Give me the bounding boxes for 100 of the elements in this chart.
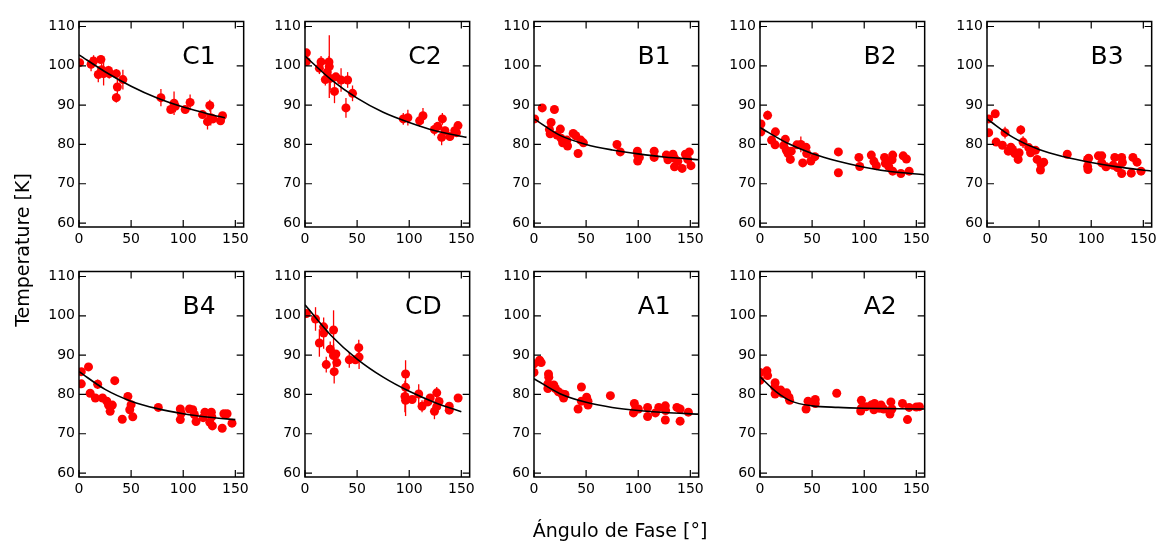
y-tick-label: 60 <box>512 213 530 230</box>
y-tick-label: 90 <box>512 345 530 362</box>
y-tick-label: 110 <box>503 17 530 34</box>
y-tick-label: 70 <box>512 174 530 191</box>
y-tick-label: 100 <box>729 56 756 73</box>
y-tick-label: 90 <box>57 345 75 362</box>
text: B1 <box>637 40 671 70</box>
x-axis-title: Ángulo de Fase [°] <box>532 519 708 541</box>
y-tick-label: 70 <box>57 174 75 191</box>
text: A2 <box>863 290 897 320</box>
x-tick-label: 150 <box>676 480 704 497</box>
x-tick-label: 100 <box>395 230 423 247</box>
text: B2 <box>863 40 897 70</box>
x-tick-label: 0 <box>755 480 765 497</box>
y-tick-label: 70 <box>283 424 301 441</box>
y-tick-label: 80 <box>283 135 301 152</box>
x-tick-label: 50 <box>803 230 822 247</box>
x-tick-label: 100 <box>395 480 423 497</box>
x-tick-label: 150 <box>447 230 475 247</box>
y-tick-label: 60 <box>512 463 530 480</box>
x-tick-label: 0 <box>300 230 310 247</box>
text: B3 <box>1090 40 1124 70</box>
x-tick-label: 50 <box>348 480 367 497</box>
y-tick-label: 80 <box>57 385 75 402</box>
y-tick-label: 60 <box>57 463 75 480</box>
y-tick-label: 110 <box>48 17 75 34</box>
x-tick-label: 0 <box>74 480 84 497</box>
x-tick-label: 50 <box>577 480 596 497</box>
y-tick-label: 90 <box>738 345 756 362</box>
text: C1 <box>182 40 216 70</box>
y-axis-title: Temperature [K] <box>11 173 33 327</box>
y-tick-label: 90 <box>283 345 301 362</box>
y-tick-label: 60 <box>57 213 75 230</box>
y-tick-label: 100 <box>274 56 301 73</box>
x-tick-label: 150 <box>902 230 930 247</box>
y-tick-label: 60 <box>738 463 756 480</box>
y-tick-label: 70 <box>965 174 983 191</box>
y-tick-label: 90 <box>283 95 301 112</box>
text: C2 <box>408 40 442 70</box>
y-tick-label: 80 <box>57 135 75 152</box>
y-tick-label: 60 <box>965 213 983 230</box>
y-tick-label: 90 <box>738 95 756 112</box>
x-tick-label: 100 <box>1077 230 1105 247</box>
x-tick-label: 50 <box>348 230 367 247</box>
y-tick-label: 60 <box>283 463 301 480</box>
y-tick-label: 70 <box>57 424 75 441</box>
y-tick-label: 80 <box>738 385 756 402</box>
y-tick-label: 100 <box>48 56 75 73</box>
x-tick-label: 100 <box>624 480 652 497</box>
x-tick-label: 50 <box>122 230 141 247</box>
x-tick-label: 150 <box>447 480 475 497</box>
text: B4 <box>182 290 216 320</box>
y-tick-label: 110 <box>729 17 756 34</box>
x-tick-label: 50 <box>1030 230 1049 247</box>
y-tick-label: 110 <box>274 17 301 34</box>
text: A1 <box>637 290 671 320</box>
y-tick-label: 60 <box>738 213 756 230</box>
x-tick-label: 100 <box>169 230 197 247</box>
y-tick-label: 80 <box>738 135 756 152</box>
x-tick-label: 150 <box>1129 230 1157 247</box>
x-tick-label: 100 <box>850 230 878 247</box>
x-tick-label: 50 <box>803 480 822 497</box>
y-tick-label: 100 <box>729 306 756 323</box>
x-tick-label: 0 <box>755 230 765 247</box>
y-tick-label: 60 <box>283 213 301 230</box>
y-tick-label: 80 <box>283 385 301 402</box>
x-tick-label: 0 <box>529 230 539 247</box>
y-tick-label: 100 <box>503 306 530 323</box>
y-tick-label: 110 <box>729 267 756 284</box>
x-tick-label: 100 <box>624 230 652 247</box>
y-tick-label: 70 <box>283 174 301 191</box>
y-tick-label: 100 <box>956 56 983 73</box>
y-tick-label: 80 <box>512 135 530 152</box>
y-tick-label: 110 <box>48 267 75 284</box>
y-tick-label: 80 <box>965 135 983 152</box>
x-tick-label: 150 <box>676 230 704 247</box>
y-tick-label: 80 <box>512 385 530 402</box>
y-tick-label: 90 <box>965 95 983 112</box>
y-tick-label: 90 <box>57 95 75 112</box>
text: CD <box>404 290 442 320</box>
x-tick-label: 100 <box>169 480 197 497</box>
x-tick-label: 100 <box>850 480 878 497</box>
y-tick-label: 100 <box>274 306 301 323</box>
x-tick-label: 150 <box>902 480 930 497</box>
x-tick-label: 0 <box>982 230 992 247</box>
x-tick-label: 150 <box>221 480 249 497</box>
x-tick-label: 50 <box>122 480 141 497</box>
y-tick-label: 110 <box>503 267 530 284</box>
x-tick-label: 0 <box>300 480 310 497</box>
y-tick-label: 110 <box>956 17 983 34</box>
x-tick-label: 50 <box>577 230 596 247</box>
x-tick-label: 0 <box>529 480 539 497</box>
y-tick-label: 100 <box>503 56 530 73</box>
y-tick-label: 90 <box>512 95 530 112</box>
x-tick-label: 150 <box>221 230 249 247</box>
y-tick-label: 100 <box>48 306 75 323</box>
y-tick-label: 70 <box>738 174 756 191</box>
y-tick-label: 70 <box>512 424 530 441</box>
y-tick-label: 70 <box>738 424 756 441</box>
x-tick-label: 0 <box>74 230 84 247</box>
